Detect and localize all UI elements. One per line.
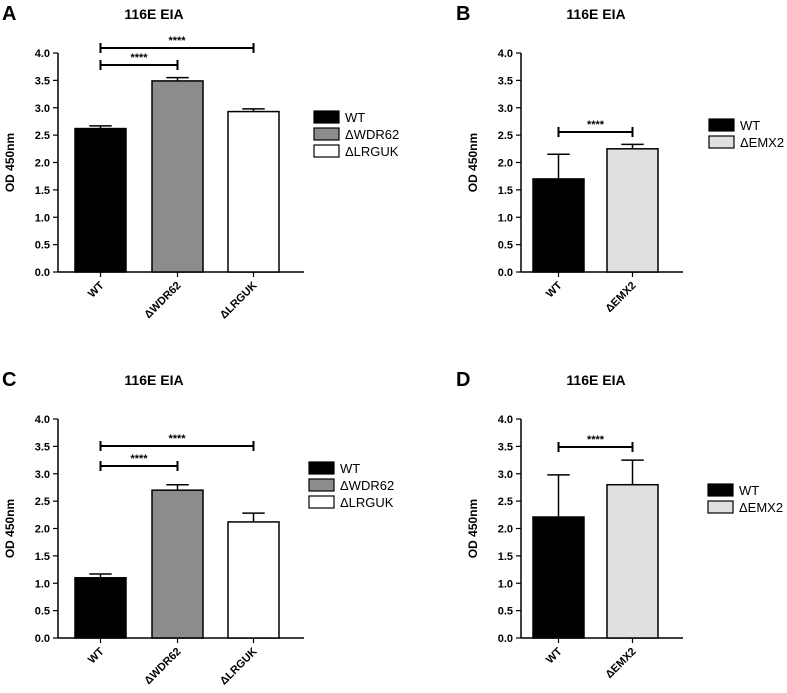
- chart-title: 116E EIA: [124, 372, 183, 388]
- x-tick-label: ΔEMX2: [603, 280, 638, 315]
- bar-delta-lrguk: [227, 521, 280, 639]
- bar-delta-wdr62: [151, 80, 204, 273]
- y-tick-label: 0.0: [498, 633, 513, 645]
- legend-swatch: [313, 144, 340, 158]
- x-tick-label: ΔLRGUK: [218, 280, 260, 322]
- legend-swatch: [707, 483, 734, 497]
- y-axis-label: OD 450nm: [466, 499, 480, 558]
- legend-label: WT: [739, 483, 759, 498]
- chart-panel-b: B 116E EIA 0.0 0.5 1.0 1.5 2.0 2.5 3.0 3.5 4.0 OD 4…: [456, 3, 784, 315]
- significance-label: ****: [587, 119, 605, 131]
- x-tick-label: WT: [544, 645, 565, 666]
- y-tick-label: 2.5: [35, 130, 50, 142]
- y-tick-label: 4.0: [498, 48, 513, 60]
- y-tick-label: 2.0: [498, 524, 513, 536]
- significance-label: ****: [130, 453, 148, 465]
- significance-label: ****: [587, 434, 605, 446]
- y-tick-label: 2.0: [498, 158, 513, 170]
- legend-swatch: [308, 478, 335, 492]
- y-tick-label: 0.5: [35, 240, 50, 252]
- chart-panel-c: C 116E EIA 0.0 0.5 1.0 1.5 2.0 2.5 3.0 3.5 4.0 OD 4…: [2, 369, 394, 687]
- y-tick-label: 3.5: [35, 441, 50, 453]
- legend-swatch: [313, 110, 340, 124]
- chart-panel-d: D 116E EIA 0.0 0.5 1.0 1.5 2.0 2.5 3.0 3.5 4.0 OD 4…: [456, 369, 783, 681]
- legend-swatch: [308, 461, 335, 475]
- y-tick-label: 1.5: [35, 551, 50, 563]
- legend-swatch: [708, 118, 735, 132]
- legend-label: WT: [345, 110, 365, 125]
- chart-title: 116E EIA: [566, 372, 625, 388]
- chart-title: 116E EIA: [124, 6, 183, 22]
- bar-delta-lrguk: [227, 110, 280, 273]
- x-tick-label: ΔWDR62: [142, 280, 183, 321]
- panel-letter: B: [456, 3, 470, 25]
- legend-swatch: [707, 500, 734, 514]
- legend-label: ΔEMX2: [739, 500, 783, 515]
- chart-title: 116E EIA: [566, 6, 625, 22]
- bar-wt: [532, 178, 585, 273]
- significance-label: ****: [130, 52, 148, 64]
- y-tick-label: 2.0: [35, 524, 50, 536]
- y-tick-label: 1.5: [35, 185, 50, 197]
- legend-swatch: [308, 495, 335, 509]
- y-axis-label: OD 450nm: [466, 133, 480, 192]
- y-tick-label: 2.5: [498, 130, 513, 142]
- x-tick-label: WT: [86, 279, 107, 300]
- x-tick-label: ΔLRGUK: [218, 646, 260, 688]
- bar-delta-wdr62: [151, 489, 204, 639]
- y-tick-label: 2.0: [35, 158, 50, 170]
- legend-label: ΔWDR62: [340, 478, 394, 493]
- y-tick-label: 0.5: [35, 606, 50, 618]
- x-tick-label: WT: [86, 645, 107, 666]
- y-tick-label: 4.0: [35, 48, 50, 60]
- y-tick-label: 3.0: [498, 469, 513, 481]
- y-axis-label: OD 450nm: [3, 499, 17, 558]
- y-tick-label: 1.0: [35, 578, 50, 590]
- legend-label: ΔEMX2: [740, 135, 784, 150]
- significance-label: ****: [168, 35, 186, 47]
- y-tick-label: 4.0: [35, 414, 50, 426]
- legend-label: WT: [340, 461, 360, 476]
- y-tick-label: 2.5: [498, 496, 513, 508]
- y-tick-label: 3.5: [498, 75, 513, 87]
- y-tick-label: 4.0: [498, 414, 513, 426]
- panel-letter: D: [456, 369, 470, 391]
- y-tick-label: 1.0: [35, 212, 50, 224]
- y-tick-label: 1.0: [498, 212, 513, 224]
- panel-letter: A: [2, 3, 16, 25]
- y-tick-label: 0.5: [498, 606, 513, 618]
- legend-swatch: [313, 127, 340, 141]
- y-tick-label: 3.0: [35, 103, 50, 115]
- bar-wt: [74, 577, 127, 639]
- y-tick-label: 2.5: [35, 496, 50, 508]
- y-tick-label: 1.5: [498, 551, 513, 563]
- y-tick-label: 1.0: [498, 578, 513, 590]
- x-tick-label: WT: [544, 279, 565, 300]
- legend-label: ΔLRGUK: [340, 495, 394, 510]
- bar-delta-emx2: [606, 483, 659, 639]
- y-tick-label: 0.0: [498, 267, 513, 279]
- y-tick-label: 3.0: [498, 103, 513, 115]
- x-tick-label: ΔEMX2: [603, 646, 638, 681]
- legend-swatch: [708, 135, 735, 149]
- y-tick-label: 3.5: [498, 441, 513, 453]
- y-tick-label: 3.0: [35, 469, 50, 481]
- legend-label: WT: [740, 118, 760, 133]
- bar-wt: [74, 127, 127, 273]
- legend-label: ΔWDR62: [345, 127, 399, 142]
- panel-letter: C: [2, 369, 16, 391]
- y-tick-label: 0.0: [35, 267, 50, 279]
- x-tick-label: ΔWDR62: [142, 646, 183, 687]
- y-tick-label: 0.5: [498, 240, 513, 252]
- chart-panel-a: A 116E EIA 0.0 0.5 1.0 1.5 2.0 2.5 3.0 3.5 4.0 OD 4…: [2, 3, 399, 321]
- y-tick-label: 0.0: [35, 633, 50, 645]
- bar-wt: [532, 516, 585, 639]
- y-tick-label: 1.5: [498, 185, 513, 197]
- y-axis-label: OD 450nm: [3, 133, 17, 192]
- significance-label: ****: [168, 433, 186, 445]
- legend-label: ΔLRGUK: [345, 144, 399, 159]
- y-tick-label: 3.5: [35, 75, 50, 87]
- bar-delta-emx2: [606, 148, 659, 273]
